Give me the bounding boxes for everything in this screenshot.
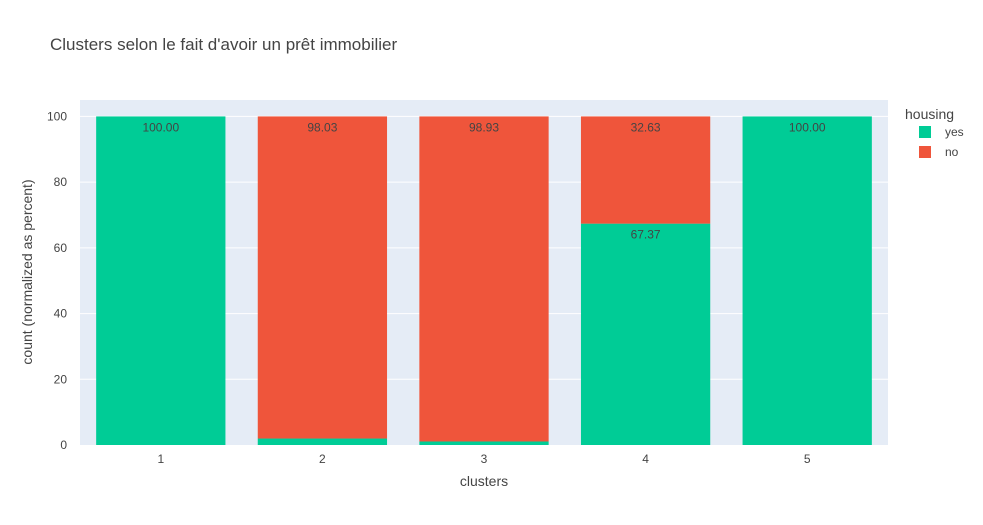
bar-yes-cluster-3[interactable] <box>419 441 549 445</box>
data-label: 98.93 <box>469 120 499 134</box>
data-label: 67.37 <box>631 228 661 242</box>
x-axis-ticks: 1 2 3 4 5 <box>157 452 810 466</box>
legend-item-no[interactable]: no <box>919 145 959 159</box>
y-tick-label: 100 <box>47 109 67 123</box>
bar-yes-cluster-5[interactable] <box>742 116 872 445</box>
y-tick-label: 60 <box>54 241 68 255</box>
legend[interactable]: housing yes no <box>905 106 964 159</box>
legend-title: housing <box>905 106 954 122</box>
bars <box>96 116 872 445</box>
x-axis-title: clusters <box>460 473 508 489</box>
y-tick-label: 20 <box>54 372 68 386</box>
chart-title: Clusters selon le fait d'avoir un prêt i… <box>50 35 398 54</box>
x-tick-label: 4 <box>642 452 649 466</box>
data-labels: 100.00 98.03 98.93 67.37 32.63 100.00 <box>142 120 825 241</box>
y-axis-ticks: 0 20 40 60 80 100 <box>47 109 67 452</box>
y-tick-label: 0 <box>60 438 67 452</box>
y-tick-label: 40 <box>54 307 68 321</box>
bar-no-cluster-2[interactable] <box>257 116 388 439</box>
x-tick-label: 5 <box>804 452 811 466</box>
legend-swatch <box>919 126 931 138</box>
data-label: 100.00 <box>142 120 179 134</box>
y-axis-title: count (normalized as percent) <box>19 179 35 364</box>
bar-yes-cluster-2[interactable] <box>257 438 388 445</box>
data-label: 100.00 <box>789 120 826 134</box>
legend-item-yes[interactable]: yes <box>919 125 964 139</box>
legend-label: yes <box>945 125 964 139</box>
bar-no-cluster-3[interactable] <box>419 116 549 442</box>
x-tick-label: 2 <box>319 452 326 466</box>
data-label: 32.63 <box>631 120 661 134</box>
legend-swatch <box>919 146 931 158</box>
x-tick-label: 3 <box>481 452 488 466</box>
x-tick-label: 1 <box>157 452 164 466</box>
bar-no-cluster-4[interactable] <box>580 116 711 224</box>
bar-yes-cluster-1[interactable] <box>96 116 226 445</box>
y-tick-label: 80 <box>54 175 68 189</box>
data-label: 98.03 <box>307 120 337 134</box>
legend-label: no <box>945 145 959 159</box>
bar-yes-cluster-4[interactable] <box>580 223 711 445</box>
